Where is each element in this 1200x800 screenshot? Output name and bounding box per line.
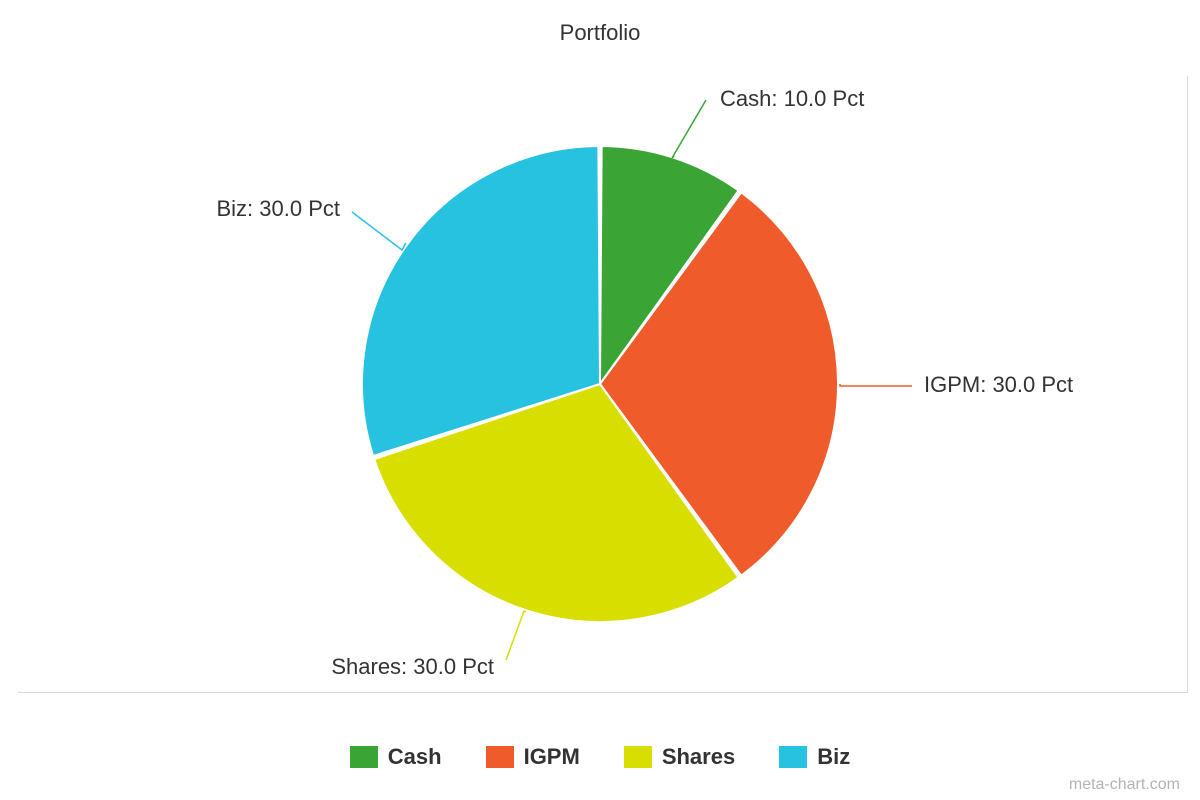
- legend-swatch-cash: [350, 746, 378, 768]
- callout-line-igpm: [840, 384, 912, 386]
- callout-label-igpm: IGPM: 30.0 Pct: [924, 372, 1073, 398]
- legend-label: IGPM: [524, 744, 580, 770]
- legend-item-cash: Cash: [350, 744, 442, 770]
- callout-line-shares: [506, 611, 526, 660]
- callout-line-biz: [352, 212, 406, 250]
- legend-item-shares: Shares: [624, 744, 735, 770]
- attribution: meta-chart.com: [1069, 776, 1180, 794]
- portfolio-pie-chart: Portfolio CashIGPMSharesBiz meta-chart.c…: [0, 0, 1200, 800]
- callout-label-biz: Biz: 30.0 Pct: [216, 196, 340, 222]
- legend-swatch-igpm: [486, 746, 514, 768]
- legend-item-biz: Biz: [779, 744, 850, 770]
- legend-swatch-shares: [624, 746, 652, 768]
- callout-label-cash: Cash: 10.0 Pct: [720, 86, 864, 112]
- callout-line-cash: [672, 100, 706, 158]
- legend-label: Cash: [388, 744, 442, 770]
- pie-svg: [0, 0, 1200, 800]
- legend: Cash IGPM Shares Biz: [0, 744, 1200, 770]
- legend-item-igpm: IGPM: [486, 744, 580, 770]
- legend-swatch-biz: [779, 746, 807, 768]
- callout-label-shares: Shares: 30.0 Pct: [331, 654, 494, 680]
- legend-label: Shares: [662, 744, 735, 770]
- legend-label: Biz: [817, 744, 850, 770]
